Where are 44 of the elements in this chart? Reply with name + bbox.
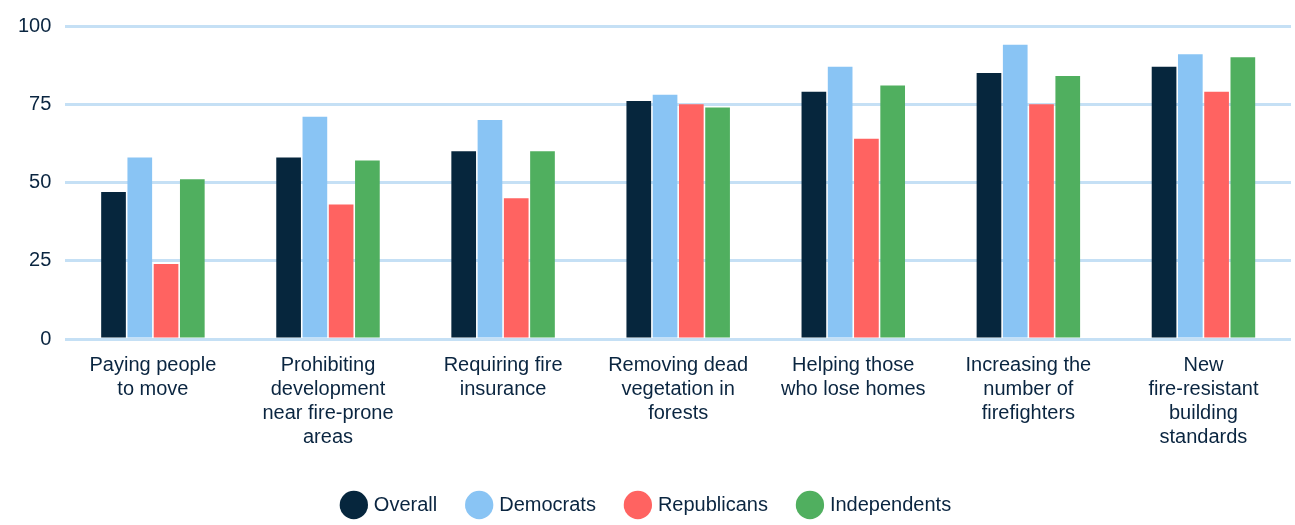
bar bbox=[153, 263, 179, 338]
x-tick-label: Prohibiting development near fire-prone areas bbox=[262, 352, 394, 447]
bar bbox=[179, 179, 205, 338]
bar bbox=[652, 94, 678, 338]
bar bbox=[705, 107, 730, 338]
bar bbox=[1002, 44, 1028, 338]
bar bbox=[530, 151, 555, 338]
bar bbox=[678, 104, 704, 338]
bar bbox=[1204, 91, 1229, 338]
y-tick-label: 25 bbox=[29, 248, 52, 271]
legend-label: Republicans bbox=[657, 492, 768, 515]
bar bbox=[328, 204, 354, 338]
bar bbox=[854, 138, 879, 338]
bar bbox=[276, 157, 301, 338]
y-tick-label: 75 bbox=[29, 91, 52, 114]
x-tick-label: New fire-resistant building standards bbox=[1148, 352, 1259, 447]
x-tick-label: Removing dead vegetation in forests bbox=[608, 352, 749, 423]
bar bbox=[976, 72, 1002, 338]
bar bbox=[1230, 57, 1256, 338]
bar bbox=[355, 160, 380, 338]
x-tick-label: Helping those who lose homes bbox=[780, 352, 926, 399]
x-tick-label: Increasing the number of firefighters bbox=[965, 352, 1092, 423]
bar bbox=[626, 101, 652, 338]
bar bbox=[827, 66, 853, 338]
bar bbox=[1177, 54, 1203, 338]
bar bbox=[101, 191, 126, 338]
bar bbox=[880, 85, 906, 338]
bar bbox=[503, 198, 529, 338]
bar bbox=[801, 91, 827, 338]
bar bbox=[302, 116, 328, 338]
bar bbox=[451, 151, 477, 338]
legend-label: Independents bbox=[829, 492, 952, 515]
legend-label: Overall bbox=[373, 492, 438, 515]
bar bbox=[127, 157, 153, 338]
y-tick-label: 100 bbox=[17, 13, 52, 36]
bar bbox=[1151, 66, 1177, 338]
legend-label: Democrats bbox=[499, 492, 596, 515]
x-tick-label: Paying people to move bbox=[89, 352, 217, 399]
x-tick-label: Requiring fire insurance bbox=[443, 352, 563, 399]
y-tick-label: 0 bbox=[40, 326, 52, 349]
bar bbox=[1029, 104, 1054, 338]
bar bbox=[477, 119, 503, 338]
bar bbox=[1055, 76, 1081, 338]
y-tick-label: 50 bbox=[29, 170, 52, 193]
